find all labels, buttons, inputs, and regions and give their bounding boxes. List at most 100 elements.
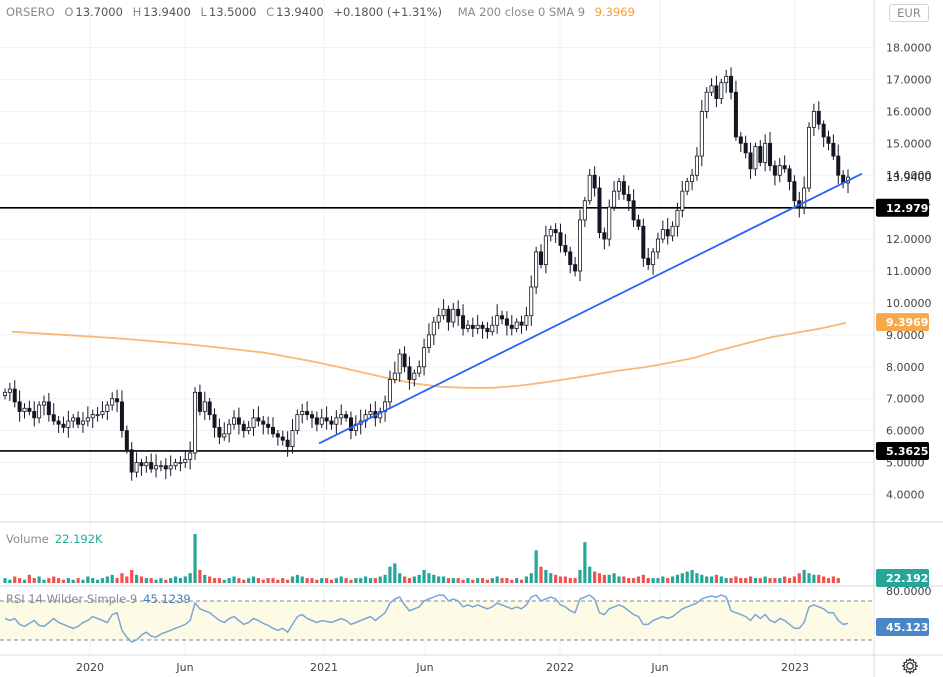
candle-body bbox=[704, 91, 709, 112]
volume-bar bbox=[641, 574, 645, 583]
volume-bar bbox=[407, 578, 412, 583]
volume-bar bbox=[310, 578, 314, 583]
candle-body bbox=[426, 334, 431, 349]
volume-bar bbox=[100, 578, 105, 583]
candle-body bbox=[261, 420, 266, 425]
volume-bar bbox=[71, 579, 75, 583]
volume-bar bbox=[524, 576, 528, 583]
candle-body bbox=[139, 462, 144, 467]
candle-body bbox=[821, 123, 826, 138]
volume-bar bbox=[441, 576, 446, 583]
settings-gear-icon[interactable] bbox=[900, 656, 920, 676]
time-axis-label: Jun bbox=[415, 661, 433, 674]
price-tick-label: 11.0000 bbox=[886, 265, 932, 278]
candle-body bbox=[397, 353, 402, 374]
volume-bar bbox=[57, 578, 61, 583]
ma-badge bbox=[876, 313, 929, 332]
volume-bar bbox=[656, 578, 660, 583]
candle-body bbox=[441, 308, 446, 317]
volume-bar bbox=[729, 578, 733, 583]
candle-body bbox=[826, 136, 831, 144]
volume-bar bbox=[563, 576, 567, 583]
volume-bar bbox=[281, 578, 285, 583]
candle-body bbox=[743, 142, 748, 154]
ma-label: MA 200 close 0 SMA 9 bbox=[457, 5, 586, 19]
candle-body bbox=[134, 462, 139, 473]
volume-bar bbox=[822, 576, 826, 583]
volume-bar bbox=[251, 576, 256, 583]
candle-body bbox=[266, 423, 271, 428]
volume-bar bbox=[290, 576, 295, 583]
candle-body bbox=[777, 165, 782, 176]
candle-body bbox=[451, 308, 456, 323]
candle-body bbox=[626, 193, 631, 202]
candle-body bbox=[324, 417, 329, 422]
volume-bar bbox=[412, 576, 416, 583]
volume-bar bbox=[242, 579, 246, 583]
volume-bar bbox=[466, 578, 470, 583]
ma-line bbox=[11, 321, 847, 389]
volume-bar bbox=[52, 576, 56, 583]
candle-body bbox=[543, 235, 548, 266]
candle-body bbox=[758, 146, 763, 163]
candle-body bbox=[748, 152, 753, 170]
volume-bar bbox=[3, 578, 7, 583]
candle-body bbox=[256, 417, 261, 422]
candle-body bbox=[836, 155, 841, 176]
candle-body bbox=[665, 229, 670, 237]
candle-body bbox=[314, 417, 319, 425]
close-value: 13.9400 bbox=[276, 5, 324, 19]
candle-body bbox=[85, 417, 90, 422]
rsi-value: 45.1239 bbox=[143, 592, 191, 606]
candle-body bbox=[193, 391, 198, 454]
volume-bar bbox=[42, 579, 46, 583]
candle-body bbox=[446, 308, 451, 323]
volume-bar bbox=[495, 576, 499, 583]
volume-bar bbox=[817, 574, 821, 583]
volume-bar bbox=[427, 573, 431, 583]
candle-body bbox=[119, 401, 124, 432]
candle-body bbox=[787, 168, 792, 183]
candle-body bbox=[295, 414, 300, 432]
candle-body bbox=[690, 174, 695, 183]
volume-bar bbox=[826, 578, 831, 583]
volume-bar bbox=[276, 579, 280, 583]
volume-bar bbox=[680, 573, 684, 583]
volume-bar bbox=[549, 573, 553, 583]
candle-body bbox=[607, 206, 612, 240]
volume-bar bbox=[164, 579, 168, 583]
volume-bar bbox=[500, 578, 504, 583]
candle-body bbox=[236, 417, 241, 425]
volume-bar bbox=[110, 574, 114, 583]
candle-body bbox=[816, 110, 821, 125]
candle-body bbox=[675, 209, 680, 227]
candle-body bbox=[183, 458, 188, 463]
volume-bar bbox=[836, 578, 840, 583]
volume-bar bbox=[217, 578, 222, 583]
candle-body bbox=[621, 181, 626, 195]
candle-body bbox=[90, 414, 95, 419]
volume-bar bbox=[588, 566, 592, 583]
candle-body bbox=[807, 126, 812, 189]
candle-body bbox=[402, 353, 407, 368]
volume-bar bbox=[812, 574, 816, 583]
candle-body bbox=[714, 85, 719, 100]
volume-bar bbox=[203, 574, 207, 583]
rsi-legend: RSI 14 Wilder Simple 9 45.1239 bbox=[6, 592, 191, 606]
volume-bar bbox=[446, 578, 451, 583]
volume-bar bbox=[227, 578, 231, 583]
change-value: +0.1800 (+1.31%) bbox=[333, 5, 443, 19]
candle-body bbox=[144, 462, 149, 467]
volume-bar bbox=[622, 576, 626, 583]
rsi-badge bbox=[876, 618, 929, 636]
candle-body bbox=[158, 465, 163, 468]
currency-button[interactable]: EUR bbox=[889, 4, 929, 22]
chart-legend: ORSERO O 13.7000 H 13.9400 L 13.5000 C 13.94… bbox=[6, 5, 637, 19]
volume-bar bbox=[300, 576, 304, 583]
volume-bar bbox=[329, 579, 334, 583]
close-label: C bbox=[266, 5, 275, 19]
volume-bar bbox=[139, 576, 144, 583]
volume-bar bbox=[130, 569, 134, 583]
candle-body bbox=[41, 401, 46, 406]
